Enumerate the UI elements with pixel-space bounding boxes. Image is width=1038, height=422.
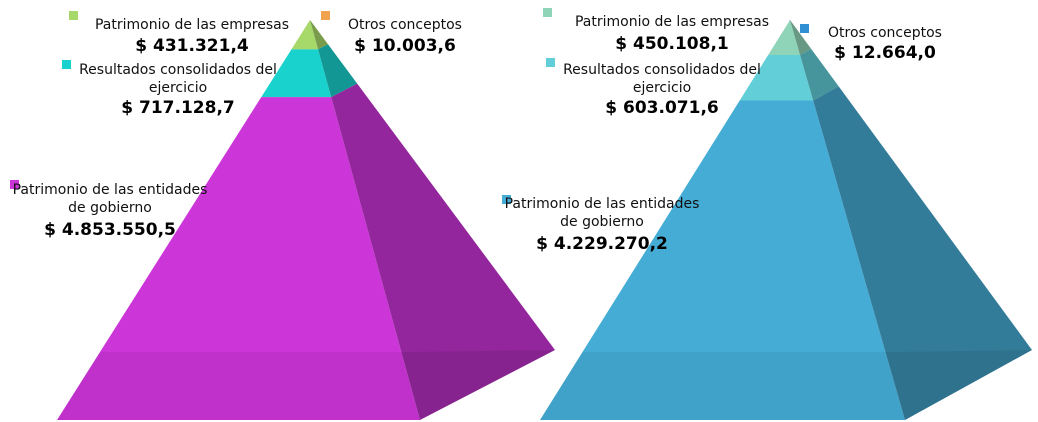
legend-marker [800, 24, 809, 33]
pyramid-segment-side [790, 20, 812, 55]
segment-label: Patrimonio de las empresas [94, 17, 290, 33]
segment-label: Resultados consolidados del ejercicio [563, 62, 761, 96]
segment-value: $ 4.853.550,5 [44, 220, 176, 240]
pyramid-segment-side [813, 86, 1032, 421]
segment-label: Otros conceptos [348, 17, 462, 33]
pyramid-segment-side [310, 20, 328, 50]
pyramid-segment-front [261, 49, 332, 98]
segment-value: $ 603.071,6 [605, 98, 719, 118]
pyramid-base-shade [885, 350, 1032, 420]
legend-marker [502, 195, 511, 204]
segment-value: $ 12.664,0 [834, 43, 936, 63]
pyramid-segment-side [331, 83, 555, 420]
pyramid-base-shade [540, 352, 905, 420]
segment-label: Resultados consolidados del ejercicio [79, 62, 277, 96]
pyramid-base-shade [401, 350, 555, 420]
pyramid-segment-front [57, 97, 420, 420]
pyramid-segment-side [790, 20, 791, 21]
pyramid-segment-front [768, 20, 801, 55]
segment-value: $ 450.108,1 [615, 34, 729, 54]
segment-value: $ 4.229.270,2 [536, 234, 668, 254]
pyramid-segment-front [291, 20, 319, 50]
segment-value: $ 717.128,7 [121, 98, 235, 118]
pyramid-segment-front [789, 20, 791, 21]
segment-value: $ 431.321,4 [135, 36, 249, 56]
segment-label: Patrimonio de las empresas [574, 14, 770, 30]
legend-marker [321, 11, 330, 20]
pyramid-segment-side [318, 44, 358, 98]
segment-label: Otros conceptos [828, 25, 942, 41]
pyramid-segment-front [739, 54, 814, 101]
segment-value: $ 10.003,6 [354, 36, 456, 56]
legend-marker [546, 58, 555, 67]
legend-marker [62, 60, 71, 69]
pyramid-segment-side [800, 48, 839, 101]
segment-label: Patrimonio de las entidades de gobierno [12, 182, 208, 216]
legend-marker [69, 11, 78, 20]
pyramid-segment-front [540, 100, 905, 420]
legend-marker [543, 8, 552, 17]
legend-marker [10, 180, 19, 189]
segment-label: Patrimonio de las entidades de gobierno [504, 196, 700, 230]
pyramid-segment-front [309, 20, 311, 21]
pyramid-base-shade [57, 352, 420, 420]
